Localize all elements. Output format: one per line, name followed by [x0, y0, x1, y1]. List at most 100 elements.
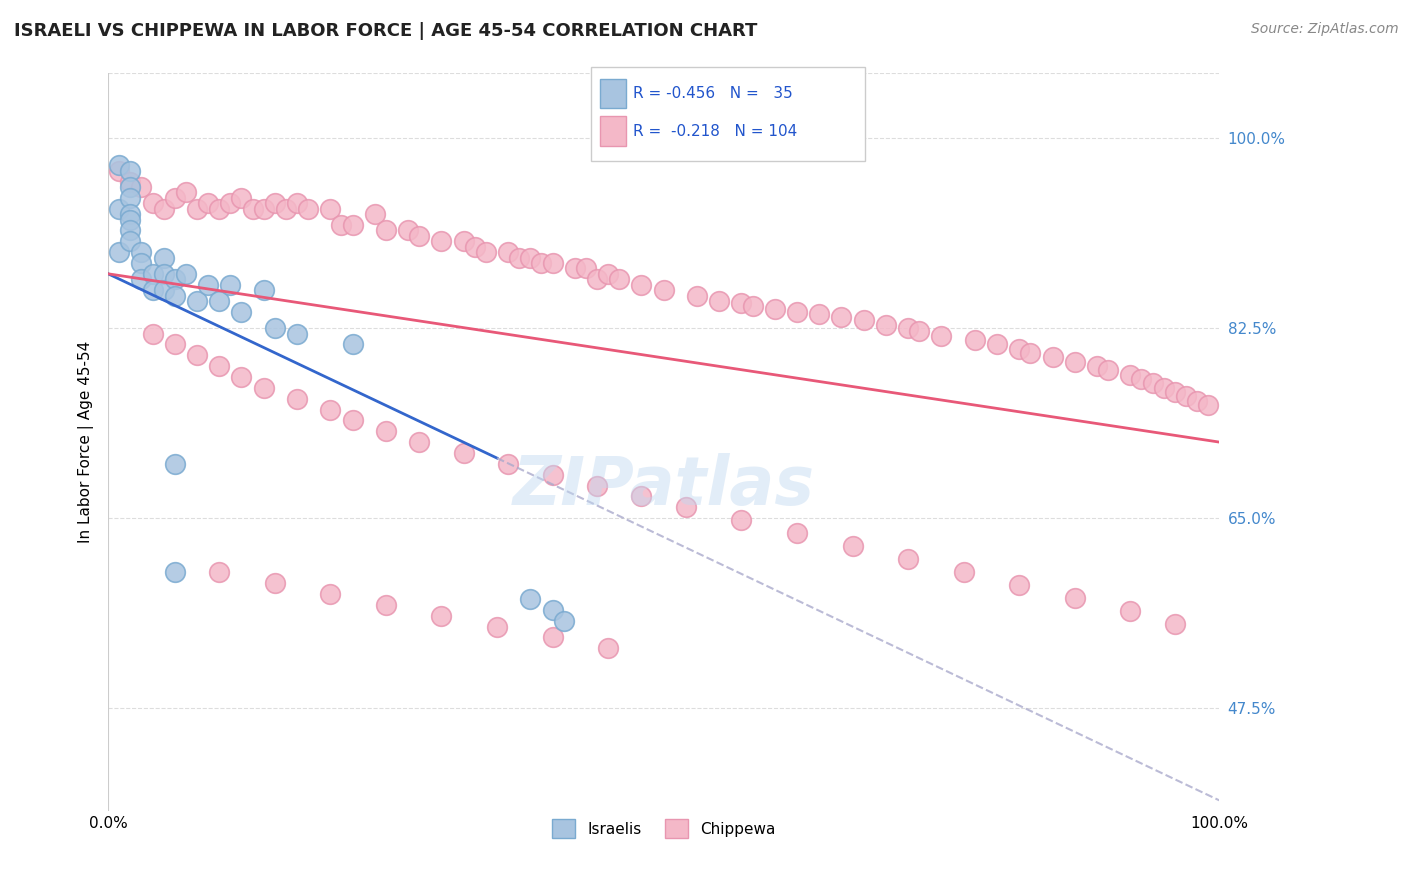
Text: R =  -0.218   N = 104: R = -0.218 N = 104	[633, 124, 797, 138]
Point	[519, 592, 541, 607]
Point	[285, 196, 308, 211]
Point	[541, 603, 564, 617]
Point	[120, 175, 142, 189]
Point	[1085, 359, 1108, 373]
Point	[841, 539, 863, 553]
Point	[586, 478, 609, 492]
Point	[163, 272, 186, 286]
Point	[453, 234, 475, 248]
Point	[486, 620, 509, 634]
Point	[586, 272, 609, 286]
Point	[564, 261, 586, 276]
Point	[208, 293, 231, 308]
Point	[342, 337, 364, 351]
Point	[108, 163, 131, 178]
Point	[1119, 368, 1142, 382]
Point	[197, 196, 219, 211]
Point	[152, 251, 174, 265]
Point	[496, 457, 519, 471]
Point	[1119, 604, 1142, 618]
Point	[330, 218, 353, 232]
Point	[219, 277, 242, 292]
Point	[1185, 393, 1208, 408]
Point	[675, 500, 697, 515]
Point	[730, 513, 752, 527]
Point	[263, 576, 285, 591]
Point	[952, 566, 974, 580]
Point	[541, 631, 564, 645]
Point	[186, 293, 208, 308]
Point	[519, 251, 541, 265]
Point	[508, 251, 530, 265]
Text: ZIPatlas: ZIPatlas	[513, 453, 814, 519]
Point	[208, 359, 231, 373]
Point	[963, 333, 986, 347]
Point	[408, 228, 430, 243]
Point	[120, 180, 142, 194]
Point	[142, 267, 165, 281]
Text: R = -0.456   N =   35: R = -0.456 N = 35	[633, 87, 793, 101]
Point	[253, 202, 276, 216]
Point	[120, 191, 142, 205]
Point	[575, 261, 598, 276]
Point	[342, 413, 364, 427]
Point	[120, 212, 142, 227]
Point	[1063, 355, 1085, 369]
Point	[408, 435, 430, 450]
Point	[453, 446, 475, 460]
Point	[120, 207, 142, 221]
Point	[908, 324, 931, 338]
Point	[131, 256, 153, 270]
Point	[607, 272, 630, 286]
Point	[598, 267, 620, 281]
Point	[297, 202, 319, 216]
Point	[152, 267, 174, 281]
Point	[253, 283, 276, 297]
Point	[142, 326, 165, 341]
Point	[120, 234, 142, 248]
Point	[208, 566, 231, 580]
Point	[986, 337, 1008, 351]
Point	[1008, 578, 1031, 592]
Point	[1042, 351, 1064, 365]
Point	[897, 552, 920, 566]
Point	[108, 245, 131, 260]
Point	[430, 608, 453, 623]
Point	[1097, 363, 1119, 377]
Point	[541, 256, 564, 270]
Point	[285, 392, 308, 406]
Point	[1164, 617, 1187, 632]
Point	[1197, 398, 1219, 412]
Point	[1130, 372, 1153, 386]
Point	[163, 457, 186, 471]
Point	[496, 245, 519, 260]
Point	[530, 256, 553, 270]
Point	[197, 277, 219, 292]
Point	[274, 202, 297, 216]
Text: Source: ZipAtlas.com: Source: ZipAtlas.com	[1251, 22, 1399, 37]
Point	[163, 191, 186, 205]
Point	[1164, 385, 1187, 400]
Point	[763, 301, 786, 316]
Point	[1142, 376, 1164, 391]
Point	[1019, 346, 1042, 360]
Point	[120, 223, 142, 237]
Point	[1063, 591, 1085, 606]
Point	[131, 272, 153, 286]
Point	[652, 283, 675, 297]
Point	[875, 318, 897, 332]
Point	[152, 283, 174, 297]
Point	[786, 526, 808, 541]
Point	[263, 196, 285, 211]
Point	[319, 202, 342, 216]
Point	[131, 245, 153, 260]
Legend: Israelis, Chippewa: Israelis, Chippewa	[546, 814, 782, 844]
Point	[142, 283, 165, 297]
Point	[231, 305, 253, 319]
Point	[730, 296, 752, 310]
Point	[553, 614, 575, 628]
Point	[174, 267, 197, 281]
Text: ISRAELI VS CHIPPEWA IN LABOR FORCE | AGE 45-54 CORRELATION CHART: ISRAELI VS CHIPPEWA IN LABOR FORCE | AGE…	[14, 22, 758, 40]
Point	[186, 348, 208, 362]
Point	[686, 288, 709, 302]
